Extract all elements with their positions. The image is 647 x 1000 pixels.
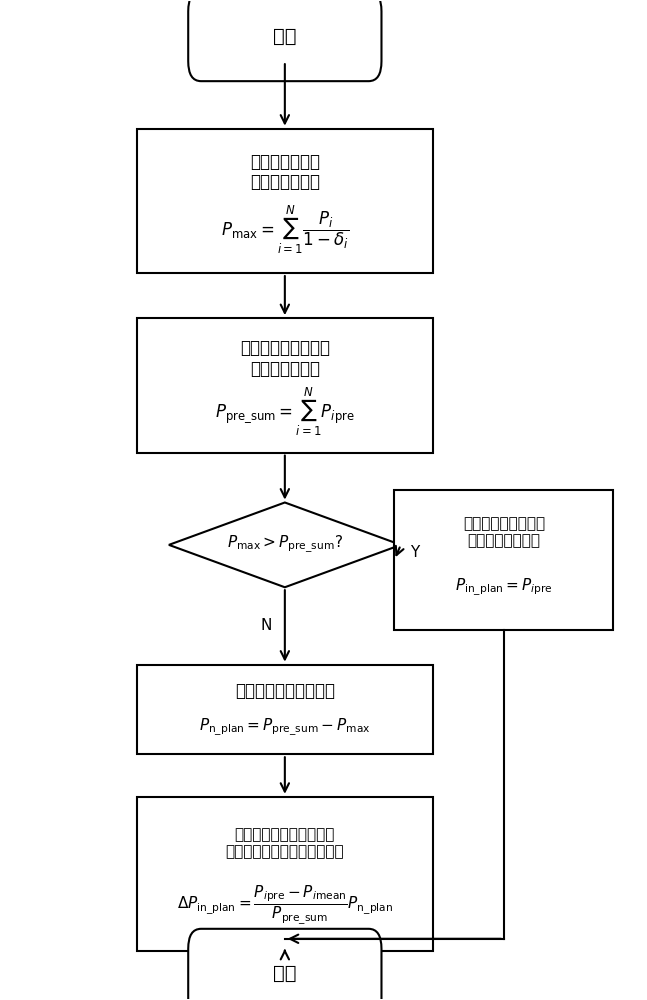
Text: 计算各光伏电站上送
的预测功率之和: 计算各光伏电站上送 的预测功率之和 [240, 339, 330, 378]
FancyBboxPatch shape [137, 665, 433, 754]
FancyBboxPatch shape [137, 797, 433, 951]
FancyBboxPatch shape [395, 490, 613, 630]
Text: $\Delta P_{\mathrm{in\_plan}}=\dfrac{P_{i\mathrm{pre}}-P_{i\mathrm{mean}}}{P_{\m: $\Delta P_{\mathrm{in\_plan}}=\dfrac{P_{… [177, 884, 393, 926]
Text: N: N [261, 618, 272, 633]
Text: 需调整的计划出力总量: 需调整的计划出力总量 [235, 682, 335, 700]
Text: $P_{\mathrm{pre\_sum}}=\sum_{i=1}^{N}P_{i\mathrm{pre}}$: $P_{\mathrm{pre\_sum}}=\sum_{i=1}^{N}P_{… [215, 386, 355, 438]
Text: $P_{\mathrm{n\_plan}}=P_{\mathrm{pre\_sum}}-P_{\mathrm{max}}$: $P_{\mathrm{n\_plan}}=P_{\mathrm{pre\_su… [199, 717, 371, 738]
Text: 各光伏电站按各自预测值
超出均分值的比例削减计划值: 各光伏电站按各自预测值 超出均分值的比例削减计划值 [226, 827, 344, 859]
Text: 计算电网最大允
许光伏发电出力: 计算电网最大允 许光伏发电出力 [250, 153, 320, 191]
Text: 光伏电站出力计划值
等于其功率预测值: 光伏电站出力计划值 等于其功率预测值 [463, 516, 545, 548]
Text: 开始: 开始 [273, 27, 296, 46]
Text: 结束: 结束 [273, 964, 296, 983]
Text: $P_{\mathrm{max}}>P_{\mathrm{pre\_sum}}$?: $P_{\mathrm{max}}>P_{\mathrm{pre\_sum}}$… [227, 534, 343, 555]
FancyBboxPatch shape [188, 0, 382, 81]
Text: $P_{\mathrm{max}}=\sum_{i=1}^{N}\dfrac{P_i}{1-\delta_i}$: $P_{\mathrm{max}}=\sum_{i=1}^{N}\dfrac{P… [221, 204, 349, 256]
FancyBboxPatch shape [137, 318, 433, 453]
FancyBboxPatch shape [137, 129, 433, 273]
Polygon shape [169, 502, 400, 587]
Text: $P_{\mathrm{in\_plan}}=P_{i\mathrm{pre}}$: $P_{\mathrm{in\_plan}}=P_{i\mathrm{pre}}… [455, 577, 553, 598]
Text: Y: Y [410, 545, 420, 560]
FancyBboxPatch shape [188, 929, 382, 1000]
